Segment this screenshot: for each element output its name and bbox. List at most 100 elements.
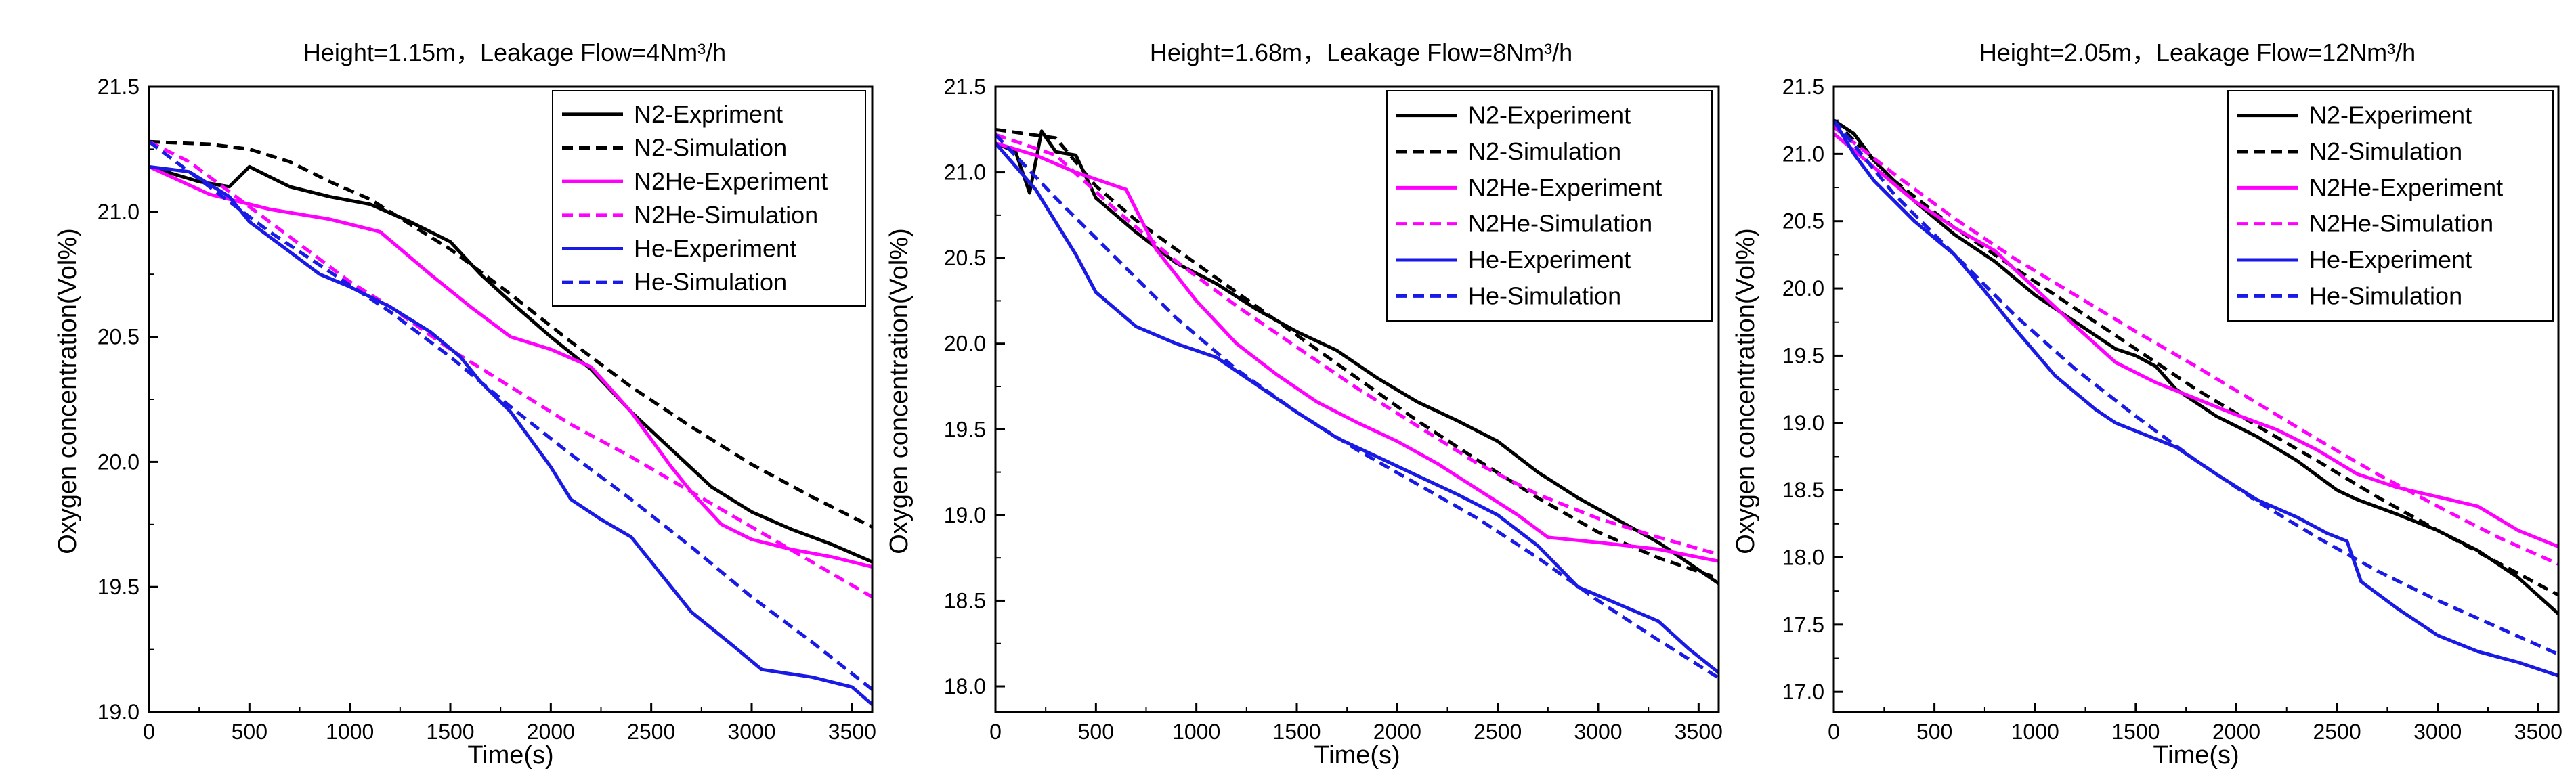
x-tick-label: 500 bbox=[232, 719, 267, 744]
chart-title: Height=2.05m，Leakage Flow=12Nm³/h bbox=[1979, 39, 2416, 66]
x-tick-label: 3500 bbox=[1675, 719, 1723, 744]
y-tick-label: 19.5 bbox=[1782, 343, 1824, 368]
x-tick-label: 2000 bbox=[527, 719, 575, 744]
panel-1: Height=1.15m，Leakage Flow=4Nm³/h Time(s)… bbox=[53, 39, 876, 770]
y-tick-label: 21.5 bbox=[944, 74, 986, 99]
series-line bbox=[995, 141, 1719, 674]
y-tick-label: 20.0 bbox=[944, 332, 986, 356]
x-tick-label: 0 bbox=[989, 719, 1002, 744]
series-line bbox=[1834, 118, 2558, 615]
series-group bbox=[995, 127, 1719, 680]
y-tick-label: 18.5 bbox=[1782, 478, 1824, 502]
panel-3: Height=2.05m，Leakage Flow=12Nm³/h Time(s… bbox=[1732, 39, 2562, 770]
x-tick-label: 0 bbox=[143, 719, 155, 744]
legend-label: N2He-Experiment bbox=[634, 167, 828, 195]
y-tick-label: 19.5 bbox=[98, 575, 139, 599]
x-tick-label: 2500 bbox=[2313, 719, 2361, 744]
series-line bbox=[995, 127, 1719, 580]
x-tick-label: 2000 bbox=[1373, 719, 1421, 744]
legend-label: N2-Simulation bbox=[634, 134, 787, 162]
series-group bbox=[1834, 118, 2558, 678]
panel-2: Height=1.68m，Leakage Flow=8Nm³/h Time(s)… bbox=[885, 39, 1723, 770]
legend-label: He-Simulation bbox=[1468, 282, 1621, 309]
y-tick-label: 18.0 bbox=[944, 674, 986, 699]
legend-label: N2He-Simulation bbox=[1468, 210, 1652, 238]
x-tick-label: 2500 bbox=[1474, 719, 1522, 744]
series-line bbox=[995, 133, 1719, 680]
legend-label: N2He-Experiment bbox=[2309, 173, 2503, 201]
series-line bbox=[1834, 119, 2558, 656]
plot-frame bbox=[1832, 85, 2560, 713]
y-tick-label: 21.0 bbox=[944, 160, 986, 185]
x-axis-label: Time(s) bbox=[2153, 741, 2239, 770]
y-tick-label: 17.0 bbox=[1782, 680, 1824, 704]
legend-label: N2-Expriment bbox=[634, 100, 783, 128]
y-tick-label: 19.0 bbox=[1782, 411, 1824, 435]
series-line bbox=[149, 140, 872, 691]
y-tick-label: 19.5 bbox=[944, 417, 986, 441]
x-tick-label: 3500 bbox=[828, 719, 876, 744]
legend-label: He-Experiment bbox=[1468, 246, 1631, 273]
series-line bbox=[1834, 125, 2558, 566]
x-tick-label: 1000 bbox=[2011, 719, 2059, 744]
series-line bbox=[149, 164, 872, 706]
x-tick-label: 3000 bbox=[1574, 719, 1622, 744]
x-axis-label: Time(s) bbox=[467, 741, 553, 770]
x-tick-label: 500 bbox=[1078, 719, 1114, 744]
y-tick-label: 18.0 bbox=[1782, 545, 1824, 569]
series-group bbox=[149, 139, 872, 706]
legend-label: N2-Experiment bbox=[2309, 102, 2472, 129]
legend-label: N2-Experiment bbox=[1468, 102, 1631, 129]
legend-label: He-Simulation bbox=[634, 268, 787, 296]
y-tick-label: 19.0 bbox=[944, 503, 986, 527]
x-tick-label: 1500 bbox=[1272, 719, 1321, 744]
y-tick-label: 21.5 bbox=[98, 74, 139, 99]
y-tick-label: 20.5 bbox=[1782, 209, 1824, 234]
legend-label: He-Experiment bbox=[2309, 246, 2472, 273]
x-tick-label: 3000 bbox=[727, 719, 775, 744]
y-tick-label: 18.5 bbox=[944, 588, 986, 613]
series-line bbox=[995, 141, 1719, 563]
legend-label: N2He-Experiment bbox=[1468, 173, 1662, 201]
y-tick-label: 17.5 bbox=[1782, 613, 1824, 637]
plot-frame bbox=[994, 85, 1720, 713]
legend-box bbox=[2227, 90, 2554, 322]
series-line bbox=[149, 165, 872, 569]
x-tick-label: 1000 bbox=[1172, 719, 1220, 744]
legend-label: N2He-Simulation bbox=[634, 201, 818, 229]
x-tick-label: 0 bbox=[1828, 719, 1840, 744]
x-tick-label: 1000 bbox=[326, 719, 374, 744]
chart-title: Height=1.68m，Leakage Flow=8Nm³/h bbox=[1150, 39, 1572, 66]
legend-label: He-Simulation bbox=[2309, 282, 2462, 309]
y-tick-label: 20.0 bbox=[98, 449, 139, 474]
legend-label: N2-Simulation bbox=[1468, 137, 1621, 165]
y-axis-label: Oxygen concentration(Vol%) bbox=[53, 228, 82, 554]
chart-title: Height=1.15m，Leakage Flow=4Nm³/h bbox=[303, 39, 726, 66]
x-tick-label: 2500 bbox=[627, 719, 675, 744]
x-tick-label: 3500 bbox=[2514, 719, 2562, 744]
series-line bbox=[995, 133, 1719, 556]
y-tick-label: 20.5 bbox=[98, 325, 139, 349]
y-tick-label: 21.0 bbox=[98, 200, 139, 224]
legend-label: N2-Simulation bbox=[2309, 137, 2462, 165]
series-line bbox=[149, 140, 872, 599]
x-tick-label: 1500 bbox=[2111, 719, 2160, 744]
legend-label: He-Experiment bbox=[634, 235, 796, 263]
legend-box bbox=[1386, 90, 1713, 322]
y-tick-label: 20.0 bbox=[1782, 276, 1824, 301]
x-axis-label: Time(s) bbox=[1314, 741, 1400, 770]
x-tick-label: 2000 bbox=[2212, 719, 2260, 744]
y-tick-label: 20.5 bbox=[944, 246, 986, 270]
y-tick-label: 19.0 bbox=[98, 700, 139, 724]
y-axis-label: Oxygen concentration(Vol%) bbox=[1732, 228, 1760, 554]
legend-box bbox=[552, 90, 866, 307]
series-line bbox=[149, 164, 872, 564]
x-tick-label: 500 bbox=[1916, 719, 1952, 744]
x-tick-label: 3000 bbox=[2413, 719, 2462, 744]
x-tick-label: 1500 bbox=[426, 719, 474, 744]
series-line bbox=[149, 139, 872, 529]
y-tick-label: 21.5 bbox=[1782, 74, 1824, 99]
legend-label: N2He-Simulation bbox=[2309, 210, 2493, 238]
series-line bbox=[1834, 132, 2558, 548]
